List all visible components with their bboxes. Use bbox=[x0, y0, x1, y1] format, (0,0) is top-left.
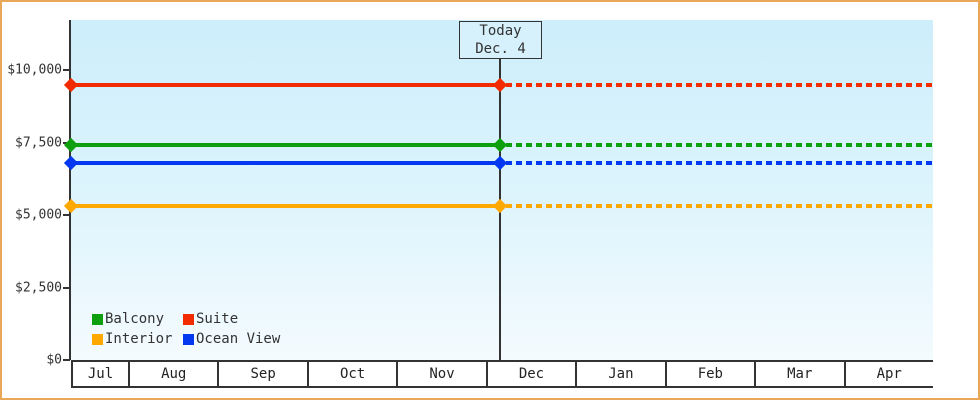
legend-item-ocean-view: Ocean View bbox=[183, 332, 280, 347]
month-cell-nov: Nov bbox=[396, 362, 485, 386]
month-cell-apr: Apr bbox=[843, 362, 933, 386]
legend-swatch-icon bbox=[92, 314, 103, 325]
series-line-solid-ocean-view bbox=[71, 160, 500, 165]
y-tick-label: $5,000 bbox=[15, 207, 62, 223]
legend-swatch-icon bbox=[183, 334, 194, 345]
legend-item-suite: Suite bbox=[183, 312, 280, 327]
y-tick-mark bbox=[63, 69, 70, 71]
month-cell-sep: Sep bbox=[217, 362, 306, 386]
legend-label: Balcony bbox=[105, 311, 165, 327]
legend: Balcony Suite Interior Ocean View bbox=[92, 312, 280, 347]
y-axis bbox=[69, 20, 71, 360]
series-line-dotted-suite bbox=[506, 82, 933, 87]
series-line-dotted-interior bbox=[506, 204, 933, 209]
today-flag-date: Dec. 4 bbox=[475, 41, 526, 57]
legend-item-balcony: Balcony bbox=[92, 312, 183, 327]
month-cell-feb: Feb bbox=[664, 362, 754, 386]
series-line-solid-interior bbox=[71, 204, 500, 209]
y-tick-mark bbox=[63, 286, 70, 289]
legend-swatch-icon bbox=[92, 334, 103, 345]
legend-label: Ocean View bbox=[196, 331, 281, 347]
month-cell-jul: Jul bbox=[71, 362, 128, 386]
today-flag: Today Dec. 4 bbox=[459, 21, 542, 59]
legend-label: Suite bbox=[196, 311, 239, 327]
month-cell-jan: Jan bbox=[575, 362, 664, 386]
y-tick-mark bbox=[63, 214, 70, 216]
series-line-solid-balcony bbox=[71, 143, 500, 148]
legend-label: Interior bbox=[105, 331, 173, 347]
x-axis-month-band: Jul Aug Sep Oct Nov Dec Jan Feb Mar Apr bbox=[71, 360, 933, 388]
month-cell-aug: Aug bbox=[128, 362, 217, 386]
y-tick-label: $2,500 bbox=[15, 280, 62, 295]
today-flag-title: Today bbox=[479, 23, 522, 39]
series-line-solid-suite bbox=[71, 82, 500, 87]
y-tick-label: $10,000 bbox=[7, 62, 62, 78]
y-tick-mark bbox=[63, 359, 70, 361]
y-tick-label: $0 bbox=[46, 352, 62, 368]
month-cell-dec: Dec bbox=[485, 362, 575, 386]
legend-swatch-icon bbox=[183, 314, 194, 325]
plot-area bbox=[71, 20, 933, 360]
series-line-dotted-ocean-view bbox=[506, 160, 933, 165]
y-tick-label: $7,500 bbox=[15, 135, 62, 150]
month-cell-mar: Mar bbox=[754, 362, 843, 386]
legend-item-interior: Interior bbox=[92, 332, 183, 347]
month-cell-oct: Oct bbox=[306, 362, 396, 386]
series-line-dotted-balcony bbox=[506, 143, 933, 148]
